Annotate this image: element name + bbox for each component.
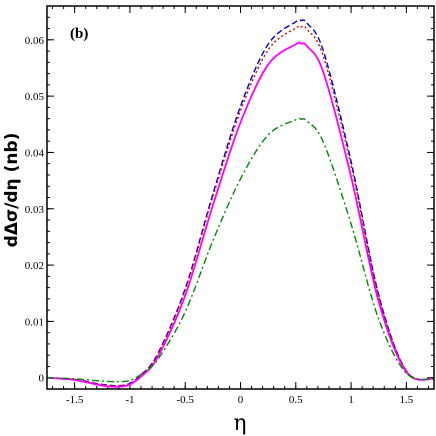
y-tick-label: 0.01: [25, 316, 44, 328]
x-tick-label: -0.5: [177, 394, 195, 406]
y-tick-label: 0.05: [25, 91, 45, 103]
curves: [46, 18, 435, 388]
x-tick-label: 1: [348, 394, 354, 406]
y-tick-label: 0.06: [25, 35, 45, 47]
y-tick-label: 0.04: [25, 147, 45, 159]
y-tick-label: 0: [39, 373, 45, 385]
y-axis-title: dΔσ/dη (nb): [2, 133, 22, 248]
plot-frame: [46, 5, 435, 390]
panel-label: (b): [70, 26, 88, 42]
series-line-2: [46, 25, 435, 387]
ticks: -1.5 -1 -0.5 0 0.5 1 1.5 0 0.01 0.02 0.03 0.04 0.05 0…: [25, 5, 434, 406]
series-line-3: [46, 41, 435, 388]
x-tick-label: 0.5: [289, 394, 303, 406]
series-line-1: [46, 18, 435, 387]
y-tick-label: 0.02: [25, 260, 44, 272]
series-line-4: [46, 117, 435, 383]
x-tick-label: -1: [125, 394, 134, 406]
x-axis-title: η: [233, 411, 246, 436]
x-tick-label: -1.5: [66, 394, 84, 406]
y-tick-label: 0.03: [25, 204, 45, 216]
x-tick-label: 1.5: [399, 394, 413, 406]
x-tick-label: 0: [238, 394, 244, 406]
